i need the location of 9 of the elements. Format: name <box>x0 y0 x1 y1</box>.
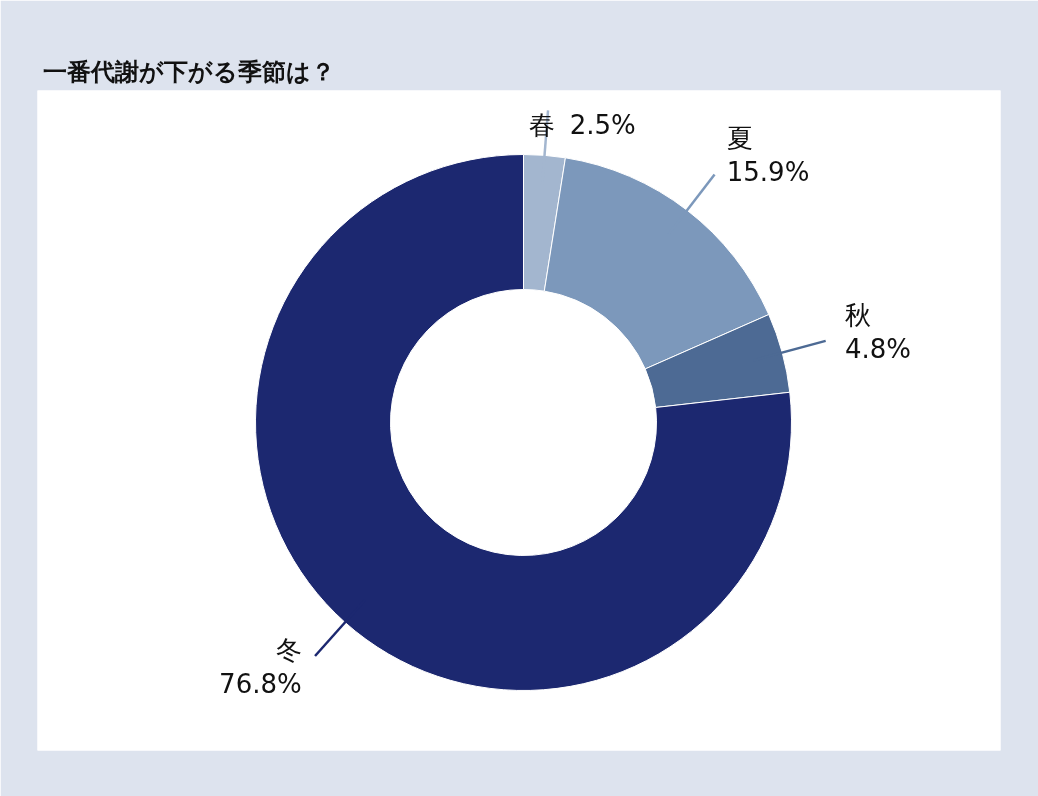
data-label: 15.9% <box>726 156 810 187</box>
data-label: 4.8% <box>844 333 912 364</box>
slice-label: 冬 <box>275 634 302 665</box>
data-label: 2.5% <box>569 110 636 141</box>
chart-title: 一番代謝が下がる季節は？ <box>42 57 335 86</box>
slice-label: 夏 <box>726 122 753 153</box>
data-label: 76.8% <box>219 668 302 699</box>
slice-label: 秋 <box>844 299 871 330</box>
slice-label: 春 <box>528 110 555 141</box>
